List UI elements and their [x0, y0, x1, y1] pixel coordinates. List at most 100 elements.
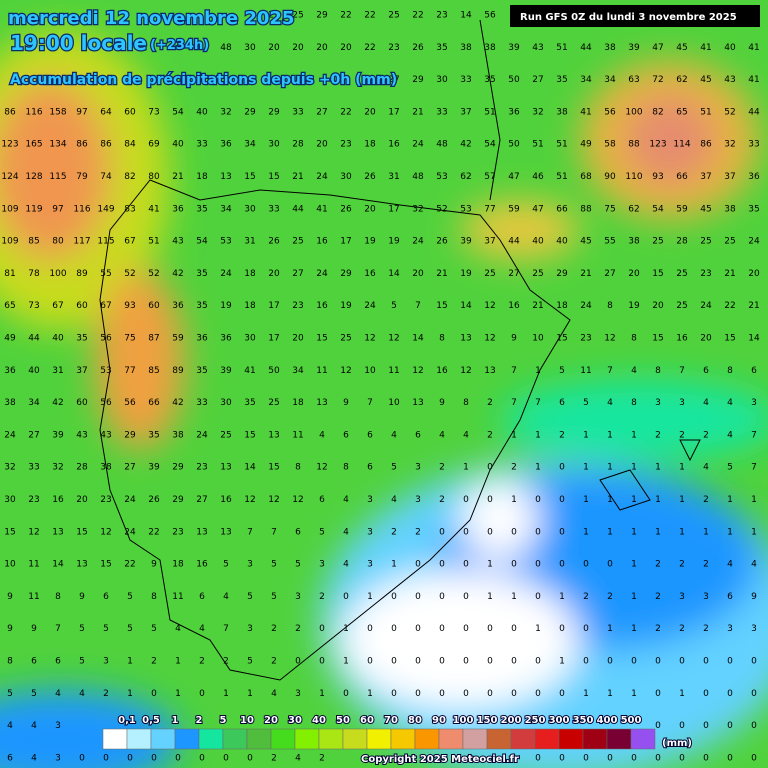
- grid-value: 3: [247, 560, 253, 570]
- grid-value: 1: [319, 689, 325, 699]
- grid-value: 51: [148, 237, 159, 247]
- grid-value: 58: [604, 140, 616, 150]
- grid-value: 0: [343, 689, 349, 699]
- grid-value: 84: [124, 140, 136, 150]
- legend-label: 80: [408, 715, 422, 726]
- grid-value: 20: [268, 269, 280, 279]
- grid-value: 12: [460, 366, 471, 376]
- grid-value: 9: [7, 592, 13, 602]
- grid-value: 1: [127, 689, 133, 699]
- legend-label: 70: [384, 715, 398, 726]
- grid-value: 44: [748, 107, 760, 117]
- legend-label: 100: [453, 715, 474, 726]
- grid-value: 15: [268, 172, 279, 182]
- grid-value: 3: [415, 495, 421, 505]
- grid-value: 66: [556, 204, 568, 214]
- grid-value: 62: [676, 75, 687, 85]
- grid-value: 66: [676, 172, 688, 182]
- grid-value: 4: [703, 398, 709, 408]
- grid-value: 41: [244, 366, 255, 376]
- grid-value: 33: [196, 140, 207, 150]
- grid-value: 56: [100, 334, 112, 344]
- grid-value: 8: [463, 398, 469, 408]
- grid-value: 1: [727, 495, 733, 505]
- grid-value: 36: [172, 301, 184, 311]
- legend-swatch: [150, 728, 176, 750]
- grid-value: 0: [439, 689, 445, 699]
- grid-value: 15: [724, 334, 735, 344]
- grid-value: 16: [316, 237, 328, 247]
- date: mercredi 12 novembre 2025: [8, 8, 294, 29]
- grid-value: 1: [751, 527, 757, 537]
- grid-value: 7: [511, 398, 517, 408]
- grid-value: 25: [700, 237, 711, 247]
- grid-value: 0: [439, 592, 445, 602]
- grid-value: 1: [679, 689, 685, 699]
- grid-value: 12: [484, 301, 495, 311]
- grid-value: 46: [532, 172, 544, 182]
- grid-value: 8: [151, 592, 157, 602]
- grid-value: 51: [556, 43, 567, 53]
- grid-value: 36: [220, 140, 232, 150]
- grid-value: 6: [199, 592, 205, 602]
- grid-value: 5: [79, 624, 85, 634]
- grid-value: 38: [724, 204, 736, 214]
- grid-value: 0: [487, 463, 493, 473]
- grid-value: 5: [391, 463, 397, 473]
- legend-swatch: [630, 728, 656, 750]
- grid-value: 0: [511, 624, 517, 634]
- grid-value: 12: [28, 527, 39, 537]
- legend-swatch: [198, 728, 224, 750]
- grid-value: 25: [292, 11, 303, 21]
- grid-value: 5: [247, 592, 253, 602]
- grid-value: 1: [535, 463, 541, 473]
- grid-value: 67: [52, 301, 63, 311]
- grid-value: 59: [676, 204, 688, 214]
- grid-value: 42: [460, 140, 471, 150]
- grid-value: 15: [652, 269, 663, 279]
- grid-value: 0: [679, 753, 685, 763]
- grid-value: 0: [175, 753, 181, 763]
- grid-value: 51: [556, 140, 567, 150]
- grid-value: 32: [532, 107, 543, 117]
- grid-value: 0: [151, 689, 157, 699]
- grid-value: 123: [649, 140, 666, 150]
- grid-value: 6: [343, 430, 349, 440]
- grid-value: 29: [172, 463, 184, 473]
- grid-value: 0: [535, 657, 541, 667]
- grid-value: 0: [439, 657, 445, 667]
- grid-value: 29: [172, 495, 184, 505]
- grid-value: 7: [367, 398, 373, 408]
- grid-value: 40: [532, 237, 544, 247]
- grid-value: 52: [148, 269, 159, 279]
- legend-swatch: [414, 728, 440, 750]
- grid-value: 1: [511, 430, 517, 440]
- grid-value: 2: [703, 430, 709, 440]
- grid-value: 9: [511, 334, 517, 344]
- grid-value: 43: [100, 430, 111, 440]
- grid-value: 119: [25, 204, 42, 214]
- grid-value: 0: [223, 753, 229, 763]
- grid-value: 5: [727, 463, 733, 473]
- grid-value: 47: [532, 204, 543, 214]
- grid-value: 12: [100, 527, 111, 537]
- grid-value: 31: [52, 366, 63, 376]
- grid-value: 3: [703, 592, 709, 602]
- grid-value: 1: [463, 463, 469, 473]
- grid-value: 15: [556, 334, 567, 344]
- grid-value: 19: [388, 237, 400, 247]
- grid-value: 23: [292, 301, 303, 311]
- legend-label: 60: [360, 715, 374, 726]
- grid-value: 12: [484, 334, 495, 344]
- grid-value: 21: [724, 269, 735, 279]
- grid-value: 50: [508, 140, 520, 150]
- grid-value: 6: [751, 366, 757, 376]
- grid-value: 20: [364, 204, 376, 214]
- grid-value: 40: [52, 334, 64, 344]
- grid-value: 43: [172, 237, 183, 247]
- grid-value: 24: [316, 269, 328, 279]
- grid-value: 49: [580, 140, 592, 150]
- grid-value: 18: [292, 398, 304, 408]
- grid-value: 8: [631, 398, 637, 408]
- grid-value: 0: [559, 560, 565, 570]
